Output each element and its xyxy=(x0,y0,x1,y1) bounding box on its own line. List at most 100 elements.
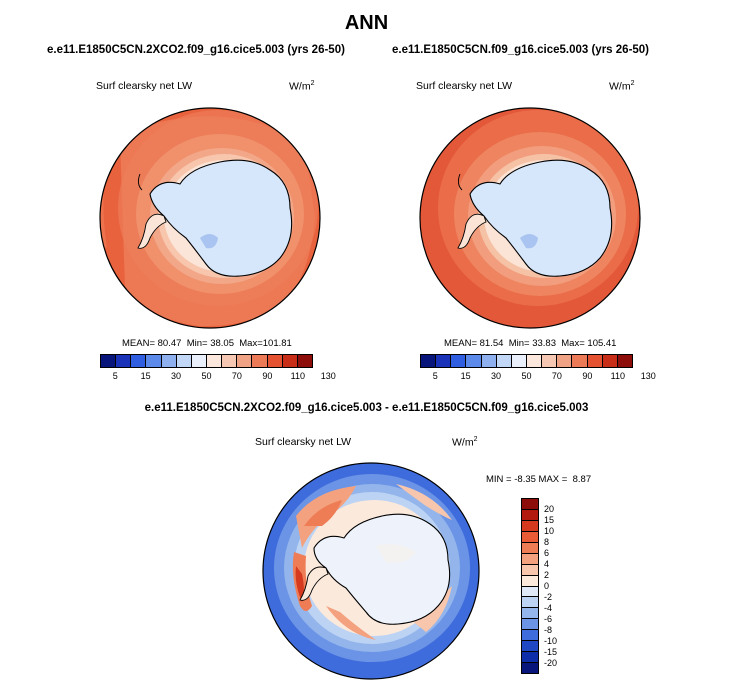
diff-antarctica xyxy=(313,513,451,625)
diff-colorbar-label: 6 xyxy=(544,548,550,558)
panel2-colorbar-box-0 xyxy=(421,355,437,367)
panel2-colorbar-tick: 50 xyxy=(521,371,532,381)
panel1-colorbar-tick: 30 xyxy=(171,371,182,381)
panel2-polar-map xyxy=(419,107,641,329)
diff-colorbar-box-15 xyxy=(522,663,538,673)
panel2-colorbar-tick: 70 xyxy=(551,371,562,381)
diff-title: e.e11.E1850C5CN.2XCO2.f09_g16.cice5.003 … xyxy=(144,402,589,414)
panel2-colorbar-ticks: 5 15 30 50 70 90 110 130 xyxy=(420,371,656,383)
diff-colorbar-label: 4 xyxy=(544,559,550,569)
panel1-colorbar-tick: 110 xyxy=(290,371,305,381)
diff-colorbar xyxy=(521,498,539,674)
panel1-colorbar-box-2 xyxy=(131,355,147,367)
diff-colorbar-box-4 xyxy=(522,542,538,554)
panel2-colorbar-tick: 110 xyxy=(610,371,625,381)
diff-colorbar-label: -8 xyxy=(544,625,553,635)
diff-colorbar-label: -6 xyxy=(544,614,553,624)
diff-colorbar-label: 2 xyxy=(544,570,550,580)
diff-colorbar-label: -20 xyxy=(544,658,558,668)
diff-colorbar-box-2 xyxy=(522,520,538,532)
diff-colorbar-label: -4 xyxy=(544,603,553,613)
diff-colorbar-label: 0 xyxy=(544,581,550,591)
panel2-colorbar-box-12 xyxy=(602,355,618,367)
panel1-colorbar-tick: 90 xyxy=(262,371,273,381)
panel2-colorbar-tick: 30 xyxy=(491,371,502,381)
panel2-colorbar-tick: 15 xyxy=(460,371,471,381)
diff-colorbar-box-12 xyxy=(522,630,538,642)
diff-colorbar-label: 15 xyxy=(544,515,555,525)
panel1-colorbar-box-8 xyxy=(222,355,238,367)
panel2-colorbar-box-13 xyxy=(617,355,632,367)
diff-colorbar-label: -10 xyxy=(544,636,558,646)
panel2-case-title: e.e11.E1850C5CN.f09_g16.cice5.003 (yrs 2… xyxy=(392,44,650,56)
panel2-stats: MEAN= 81.54 Min= 33.83 Max= 105.41 xyxy=(444,338,617,349)
panel1-colorbar-box-6 xyxy=(191,355,207,367)
panel1-stats: MEAN= 80.47 Min= 38.05 Max=101.81 xyxy=(122,338,292,349)
panel2-colorbar-box-10 xyxy=(572,355,588,367)
panel1-colorbar-box-10 xyxy=(252,355,268,367)
panel2-antarctica xyxy=(469,159,613,277)
panel2-colorbar-box-5 xyxy=(496,355,512,367)
diff-colorbar-label: 20 xyxy=(544,504,555,514)
panel2-colorbar-box-4 xyxy=(481,355,497,367)
diff-colorbar-box-11 xyxy=(522,619,538,631)
panel1-colorbar-tick: 50 xyxy=(201,371,212,381)
panel2-colorbar-box-7 xyxy=(526,355,543,367)
panel2-variable-label: Surf clearsky net LW xyxy=(416,80,513,92)
diff-variable-label: Surf clearsky net LW xyxy=(255,436,352,448)
diff-colorbar-box-0 xyxy=(522,499,538,510)
panel2-colorbar-tick: 5 xyxy=(432,371,438,381)
panel2-units: W/m2 xyxy=(609,80,635,93)
panel1-case-title: e.e11.E1850C5CN.2XCO2.f09_g16.cice5.003 … xyxy=(47,44,345,56)
panel1-colorbar-box-5 xyxy=(176,355,192,367)
panel2-colorbar-tick: 90 xyxy=(582,371,593,381)
diff-colorbar-labels: 20 15 10 8 6 4 2 0 -2 -4 -6 -8 -10 -15 -20 xyxy=(544,498,574,674)
panel1-units: W/m2 xyxy=(289,80,315,93)
panel1-colorbar-box-0 xyxy=(101,355,117,367)
diff-polar-map xyxy=(262,462,480,680)
panel1-colorbar-ticks: 5 15 30 50 70 90 110 130 xyxy=(100,371,336,383)
diff-colorbar-box-8 xyxy=(522,586,538,598)
diff-colorbar-label: 8 xyxy=(544,537,550,547)
panel1-colorbar-box-12 xyxy=(282,355,298,367)
panel1-colorbar-box-4 xyxy=(161,355,177,367)
panel2-colorbar xyxy=(420,354,633,368)
panel1-colorbar-box-1 xyxy=(116,355,132,367)
panel2-colorbar-box-6 xyxy=(511,355,527,367)
diff-minmax: MIN = -8.35 MAX = 8.87 xyxy=(486,474,592,485)
panel1-variable-label: Surf clearsky net LW xyxy=(96,80,193,92)
panel1-colorbar-tick: 70 xyxy=(231,371,242,381)
panel2-colorbar-box-11 xyxy=(587,355,603,367)
diff-units: W/m2 xyxy=(452,436,478,449)
diff-colorbar-box-14 xyxy=(522,652,538,664)
panel2-colorbar-tick: 130 xyxy=(640,371,656,381)
panel2-colorbar-box-1 xyxy=(436,355,452,367)
panel1-colorbar-tick: 5 xyxy=(112,371,118,381)
panel2-colorbar-box-8 xyxy=(542,355,558,367)
diff-colorbar-box-9 xyxy=(522,597,538,609)
panel1-colorbar-box-3 xyxy=(146,355,162,367)
panel2-colorbar-box-2 xyxy=(451,355,467,367)
panel1-colorbar-box-13 xyxy=(297,355,312,367)
panel2-colorbar-box-9 xyxy=(557,355,573,367)
diff-colorbar-box-3 xyxy=(522,531,538,543)
panel1-colorbar-box-11 xyxy=(267,355,283,367)
diff-colorbar-box-10 xyxy=(522,608,538,620)
panel2-colorbar-box-3 xyxy=(466,355,482,367)
diff-colorbar-box-7 xyxy=(522,575,538,587)
panel1-colorbar-tick: 15 xyxy=(140,371,151,381)
panel1-colorbar-box-7 xyxy=(206,355,223,367)
diff-colorbar-box-13 xyxy=(522,641,538,653)
diff-colorbar-box-5 xyxy=(522,553,538,565)
figure-title: ANN xyxy=(344,12,389,34)
diff-colorbar-label: -15 xyxy=(544,647,558,657)
panel1-polar-map xyxy=(99,107,321,329)
diff-colorbar-label: -2 xyxy=(544,592,553,602)
panel1-colorbar-box-9 xyxy=(237,355,253,367)
diff-colorbar-label: 10 xyxy=(544,526,555,536)
panel1-antarctica xyxy=(149,159,293,277)
panel1-colorbar-tick: 130 xyxy=(320,371,336,381)
diff-colorbar-box-1 xyxy=(522,509,538,521)
panel1-colorbar xyxy=(100,354,313,368)
diff-colorbar-box-6 xyxy=(522,564,538,576)
